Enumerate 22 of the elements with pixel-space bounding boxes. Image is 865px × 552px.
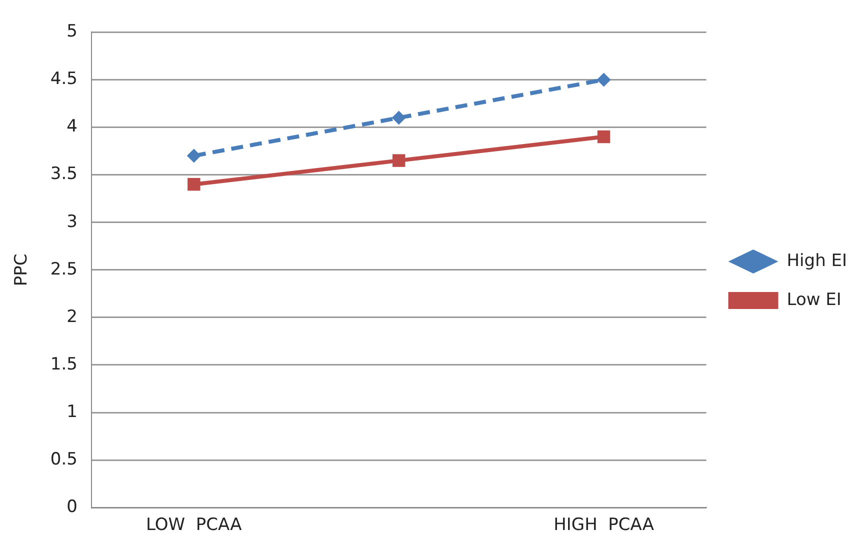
point xyxy=(597,130,610,144)
y-tick-label: 4.5 xyxy=(50,69,78,90)
point xyxy=(392,154,406,167)
y-tick-label: 4 xyxy=(66,116,78,137)
x-tick-label: LOW PCAA xyxy=(146,515,242,536)
y-axis-title: PPC xyxy=(12,254,32,286)
y-tick-label: 0 xyxy=(66,497,78,518)
legend-label: Low EI xyxy=(786,290,842,310)
point xyxy=(596,72,611,87)
y-tick-label: 1 xyxy=(66,402,78,422)
point xyxy=(392,110,406,125)
y-tick-label: 0.5 xyxy=(50,449,78,470)
y-tick-label: 2.5 xyxy=(50,259,78,280)
y-tick-label: 3 xyxy=(66,212,78,232)
y-tick-label: 3.5 xyxy=(50,164,78,184)
y-tick-label: 5 xyxy=(66,22,78,42)
point xyxy=(186,148,201,163)
point xyxy=(188,178,200,191)
y-tick-label: 2 xyxy=(66,306,78,327)
x-tick-label: HIGH PCAA xyxy=(554,515,654,536)
legend-label: High EI xyxy=(786,250,848,271)
y-tick-label: 1.5 xyxy=(50,354,78,374)
